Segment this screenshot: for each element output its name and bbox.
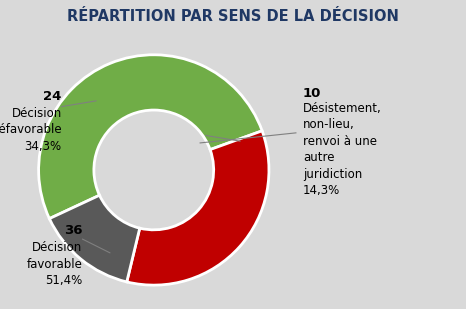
Wedge shape	[49, 195, 140, 282]
Text: 10: 10	[303, 87, 321, 99]
Text: 36: 36	[64, 224, 82, 237]
Text: 24: 24	[43, 90, 62, 103]
Text: RÉPARTITION PAR SENS DE LA DÉCISION: RÉPARTITION PAR SENS DE LA DÉCISION	[67, 9, 399, 24]
Wedge shape	[127, 131, 269, 285]
Text: Désistement,
non-lieu,
renvoi à une
autre
juridiction
14,3%: Désistement, non-lieu, renvoi à une autr…	[303, 102, 382, 197]
Text: Décision
défavorable
34,3%: Décision défavorable 34,3%	[0, 107, 62, 153]
Wedge shape	[39, 55, 262, 219]
Text: Décision
favorable
51,4%: Décision favorable 51,4%	[27, 241, 82, 287]
